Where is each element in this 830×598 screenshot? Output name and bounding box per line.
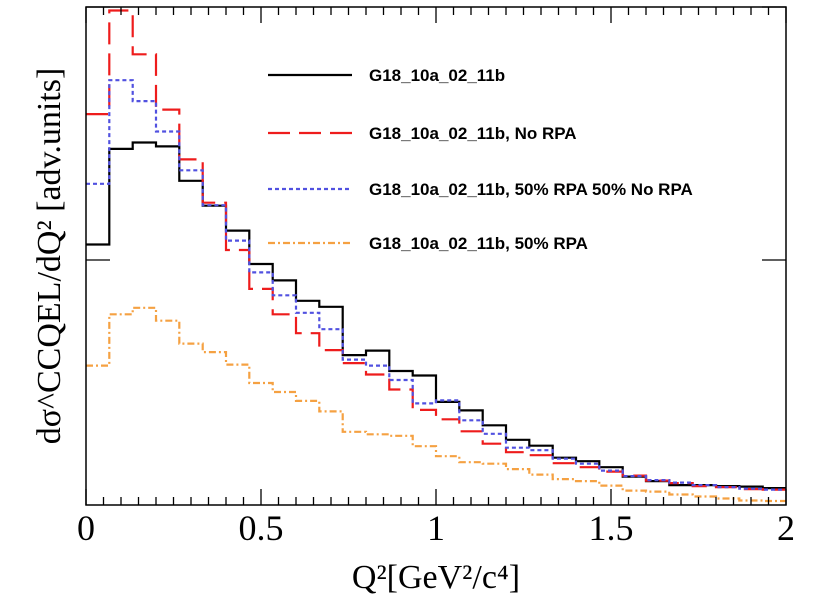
x-tick-label: 0 — [77, 508, 95, 548]
x-tick-label: 0.5 — [239, 508, 284, 548]
x-tick-label: 1 — [427, 508, 445, 548]
ticks-layer — [85, 6, 787, 505]
legend-label-g18-10a-02-11b-50-rpa-50-no-rpa: G18_10a_02_11b, 50% RPA 50% No RPA — [369, 180, 693, 199]
legend: G18_10a_02_11b G18_10a_02_11b, No RPA G18_… — [268, 66, 693, 253]
x-tick-label: 2 — [777, 508, 795, 548]
x-tick-label: 1.5 — [589, 508, 634, 548]
series-layer — [86, 9, 786, 503]
x-tick-labels: 0 0.5 1 1.5 2 — [77, 508, 795, 548]
legend-label-g18-10a-02-11b-no-rpa: G18_10a_02_11b, No RPA — [369, 124, 577, 143]
legend-label-g18-10a-02-11b: G18_10a_02_11b — [369, 66, 505, 85]
y-axis-label: dσ^CCQEL/dQ² [adv.units] — [31, 68, 68, 445]
legend-label-g18-10a-02-11b-50-rpa: G18_10a_02_11b, 50% RPA — [369, 234, 588, 253]
series-line-g18-10a-02-11b-50-rpa-50-no-rpa — [86, 79, 786, 491]
series-line-g18-10a-02-11b-50-rpa — [86, 306, 786, 503]
x-axis-label: Q²[GeV²/c⁴] — [352, 559, 520, 596]
